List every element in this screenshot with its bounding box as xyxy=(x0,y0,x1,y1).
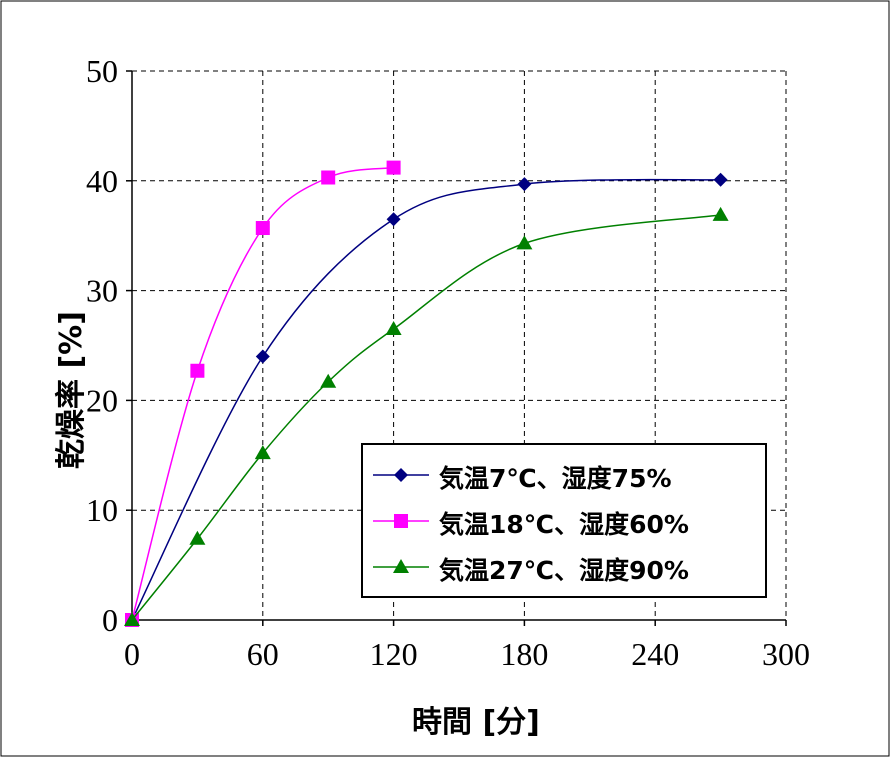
y-axis-title: 乾燥率 [%] xyxy=(54,311,89,469)
data-point-diamond xyxy=(713,172,728,187)
legend-label: 気温7℃、湿度75% xyxy=(439,464,672,493)
series-2 xyxy=(124,206,729,626)
data-point-square xyxy=(190,363,205,378)
y-tick-label: 50 xyxy=(86,53,118,89)
legend-label: 気温18℃、湿度60% xyxy=(439,510,689,539)
data-point-square xyxy=(386,160,401,175)
legend-label: 気温27℃、湿度90% xyxy=(439,556,689,585)
data-point-diamond xyxy=(517,177,532,192)
legend-marker-square xyxy=(394,514,408,528)
series-0 xyxy=(125,172,728,627)
series-group xyxy=(124,160,729,627)
data-point-triangle xyxy=(516,235,533,250)
x-axis-title: 時間 [分] xyxy=(412,705,540,740)
data-point-triangle xyxy=(320,373,337,388)
legend-item: 気温7℃、湿度75% xyxy=(363,457,765,493)
data-point-diamond xyxy=(255,349,270,364)
legend-swatch-2 xyxy=(373,559,429,573)
data-point-triangle xyxy=(712,206,729,221)
legend: 気温7℃、湿度75% 気温18℃、湿度60% 気温27℃、湿度90% xyxy=(361,443,767,598)
data-point-triangle xyxy=(124,612,140,626)
legend-item: 気温18℃、湿度60% xyxy=(363,503,765,539)
x-tick-label: 120 xyxy=(370,636,418,672)
legend-item: 気温27℃、湿度90% xyxy=(363,549,765,585)
y-tick-label: 20 xyxy=(86,382,118,418)
legend-marker-diamond xyxy=(394,468,408,482)
x-tick-label: 0 xyxy=(124,636,140,672)
x-tick-label: 300 xyxy=(762,636,810,672)
y-tick-label: 0 xyxy=(102,602,118,638)
x-tick-label: 240 xyxy=(631,636,679,672)
y-tick-label: 40 xyxy=(86,163,118,199)
y-tick-label: 10 xyxy=(86,492,118,528)
x-tick-label: 60 xyxy=(247,636,279,672)
y-tick-label: 30 xyxy=(86,273,118,309)
legend-marker-triangle xyxy=(393,559,409,573)
x-tick-label: 180 xyxy=(500,636,548,672)
legend-swatch-1 xyxy=(373,514,429,528)
tick-labels: 0 60 120 180 240 300 0 10 20 30 40 50 xyxy=(86,53,810,672)
data-point-square xyxy=(255,221,270,236)
data-point-diamond xyxy=(386,212,401,227)
data-point-triangle xyxy=(189,530,206,545)
legend-swatch-0 xyxy=(373,468,429,482)
data-point-triangle xyxy=(254,445,271,460)
data-point-triangle xyxy=(385,321,402,336)
data-point-square xyxy=(321,170,336,185)
series-line xyxy=(131,178,721,621)
